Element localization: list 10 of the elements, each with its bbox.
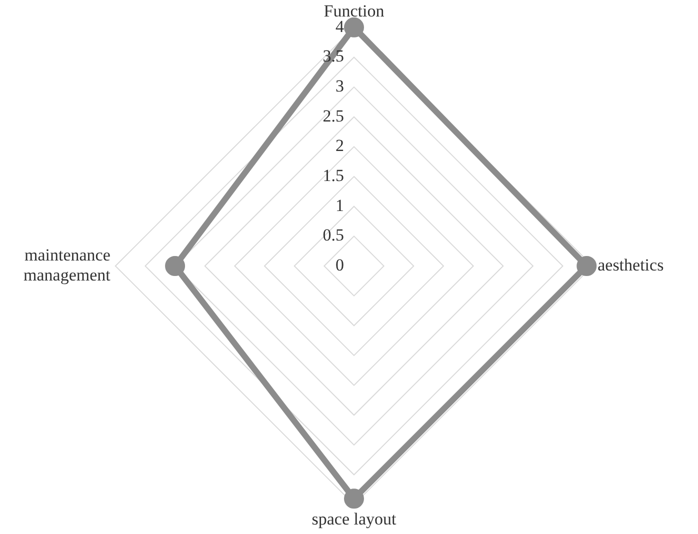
spoke-label: maintenance management xyxy=(24,245,111,285)
y-tick-label: 1.5 xyxy=(322,166,344,185)
y-tick-label: 0.5 xyxy=(322,226,344,245)
y-tick-label: 1 xyxy=(336,196,344,215)
spoke-label: aesthetics xyxy=(598,255,664,274)
y-tick-label: 0 xyxy=(336,255,344,274)
y-tick-label: 2.5 xyxy=(322,106,344,126)
y-tick-label: 3 xyxy=(336,76,344,96)
y-tick-label: 2 xyxy=(336,136,344,156)
spoke-label: space layout xyxy=(312,509,397,528)
